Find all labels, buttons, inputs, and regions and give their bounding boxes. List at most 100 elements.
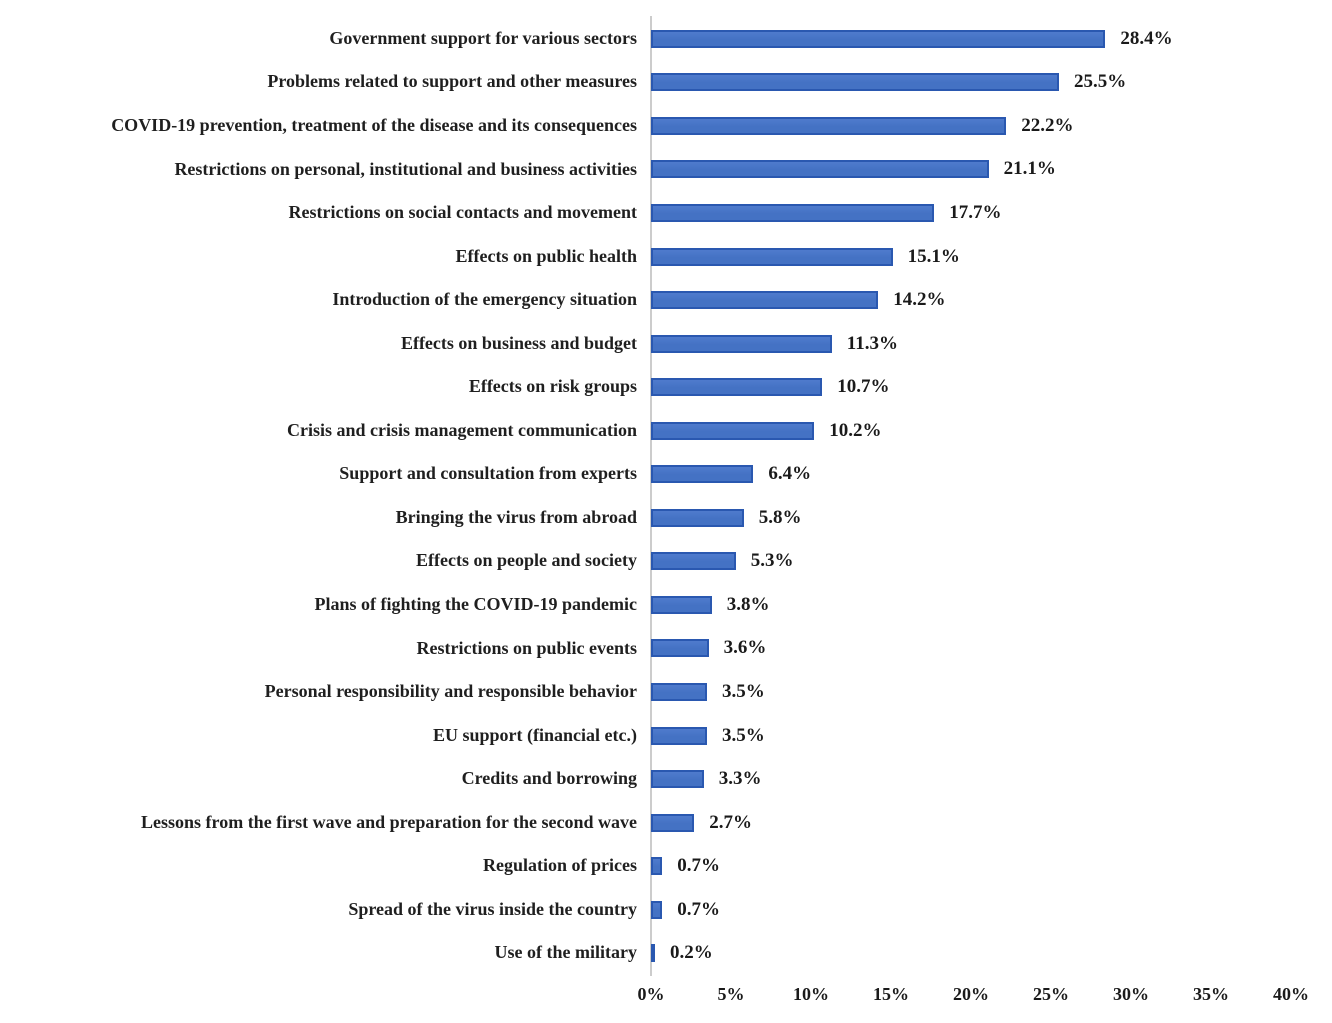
category-label: Lessons from the first wave and preparat…	[141, 811, 637, 832]
category-label: Plans of fighting the COVID-19 pandemic	[314, 593, 637, 614]
bar	[651, 29, 1106, 48]
bar-track: 17.7%	[651, 191, 1332, 235]
bar-track: 0.7%	[651, 844, 1332, 888]
value-label: 3.6%	[723, 637, 767, 659]
bar	[651, 900, 663, 919]
value-label: 0.7%	[677, 855, 720, 877]
bar	[651, 73, 1059, 92]
category-label: Restrictions on social contacts and move…	[288, 202, 637, 223]
category-label: EU support (financial etc.)	[433, 724, 637, 745]
x-axis: 0% 5% 10% 15% 20% 25% 30% 35% 40%	[0, 984, 1332, 1014]
bar-row: Lessons from the first wave and preparat…	[0, 801, 1332, 845]
bar-track: 3.5%	[651, 670, 1332, 714]
bar	[651, 639, 709, 658]
category-label: Effects on public health	[455, 245, 637, 266]
bar-row: Spread of the virus inside the country 0.…	[0, 888, 1332, 932]
value-label: 3.5%	[722, 724, 765, 746]
value-label: 15.1%	[907, 245, 960, 267]
category-label: Effects on risk groups	[468, 376, 637, 397]
bar-row: Support and consultation from experts 6.4…	[0, 452, 1332, 496]
value-label: 0.2%	[670, 942, 713, 964]
bar-row: Problems related to support and other me…	[0, 61, 1332, 105]
bar	[651, 116, 1007, 135]
value-label: 5.8%	[758, 506, 802, 528]
bar	[651, 291, 879, 310]
bar-track: 3.8%	[651, 583, 1332, 627]
x-tick-label: 30%	[1113, 984, 1149, 1004]
bar-track: 6.4%	[651, 452, 1332, 496]
value-label: 28.4%	[1120, 27, 1173, 49]
bar-row: Restrictions on personal, institutional …	[0, 148, 1332, 192]
category-label: Effects on business and budget	[400, 332, 637, 353]
bar-row: Effects on people and society 5.3%	[0, 540, 1332, 584]
bar	[651, 813, 695, 832]
bar-track: 22.2%	[651, 104, 1332, 148]
value-label: 25.5%	[1074, 71, 1127, 93]
category-label: Bringing the virus from abroad	[395, 506, 637, 527]
category-label: Support and consultation from experts	[339, 463, 637, 484]
value-label: 0.7%	[677, 898, 720, 920]
category-label: Restrictions on personal, institutional …	[174, 158, 637, 179]
value-label: 17.7%	[949, 201, 1002, 223]
bar-track: 10.7%	[651, 365, 1332, 409]
x-tick-label: 40%	[1273, 984, 1309, 1004]
bar-track: 3.3%	[651, 757, 1332, 801]
bar-track: 2.7%	[651, 801, 1332, 845]
value-label: 3.3%	[718, 768, 762, 790]
value-label: 11.3%	[846, 332, 898, 354]
bar-row: Regulation of prices 0.7%	[0, 844, 1332, 888]
bar-track: 10.2%	[651, 409, 1332, 453]
bar-track: 3.6%	[651, 627, 1332, 671]
bar-track: 15.1%	[651, 235, 1332, 279]
value-label: 10.7%	[837, 376, 890, 398]
bar	[651, 421, 815, 440]
value-label: 14.2%	[893, 289, 946, 311]
value-label: 3.5%	[722, 680, 765, 702]
bar	[651, 334, 832, 353]
x-tick-label: 15%	[873, 984, 909, 1004]
category-label: Government support for various sectors	[329, 27, 637, 48]
bar-track: 28.4%	[651, 17, 1332, 61]
bar	[651, 465, 754, 484]
value-label: 22.2%	[1021, 114, 1074, 136]
bar-track: 11.3%	[651, 322, 1332, 366]
bar-row: Bringing the virus from abroad 5.8%	[0, 496, 1332, 540]
bar-row: Effects on risk groups 10.7%	[0, 365, 1332, 409]
y-axis-line	[650, 16, 652, 976]
bar-row: Crisis and crisis management communicati…	[0, 409, 1332, 453]
category-label: Spread of the virus inside the country	[348, 898, 637, 919]
category-label: COVID-19 prevention, treatment of the di…	[111, 114, 637, 135]
bar-row: Government support for various sectors 28…	[0, 17, 1332, 61]
bar-track: 5.3%	[651, 540, 1332, 584]
value-label: 2.7%	[709, 811, 752, 833]
value-label: 3.8%	[726, 593, 770, 615]
bar-track: 0.7%	[651, 888, 1332, 932]
bar-row: Credits and borrowing 3.3%	[0, 757, 1332, 801]
bar	[651, 770, 704, 789]
bar-track: 25.5%	[651, 61, 1332, 105]
bar-row: Personal responsibility and responsible …	[0, 670, 1332, 714]
category-label: Problems related to support and other me…	[267, 71, 637, 92]
bar-track: 21.1%	[651, 148, 1332, 192]
bar-row: EU support (financial etc.) 3.5%	[0, 714, 1332, 758]
x-tick-label: 10%	[793, 984, 829, 1004]
value-label: 21.1%	[1003, 158, 1056, 180]
bar	[651, 203, 935, 222]
bar-track: 14.2%	[651, 278, 1332, 322]
bar	[651, 378, 823, 397]
category-label: Regulation of prices	[483, 855, 637, 876]
bar-row: Restrictions on public events 3.6%	[0, 627, 1332, 671]
category-label: Introduction of the emergency situation	[332, 289, 637, 310]
bar-row: Effects on business and budget 11.3%	[0, 322, 1332, 366]
bar	[651, 944, 655, 963]
bar-row: Restrictions on social contacts and move…	[0, 191, 1332, 235]
bar	[651, 160, 989, 179]
category-label: Personal responsibility and responsible …	[264, 681, 637, 702]
bar-row: Plans of fighting the COVID-19 pandemic 3…	[0, 583, 1332, 627]
bar-track: 5.8%	[651, 496, 1332, 540]
bar-row: COVID-19 prevention, treatment of the di…	[0, 104, 1332, 148]
bar-track: 0.2%	[651, 931, 1332, 975]
x-tick-label: 25%	[1033, 984, 1069, 1004]
bar-row: Introduction of the emergency situation 1…	[0, 278, 1332, 322]
